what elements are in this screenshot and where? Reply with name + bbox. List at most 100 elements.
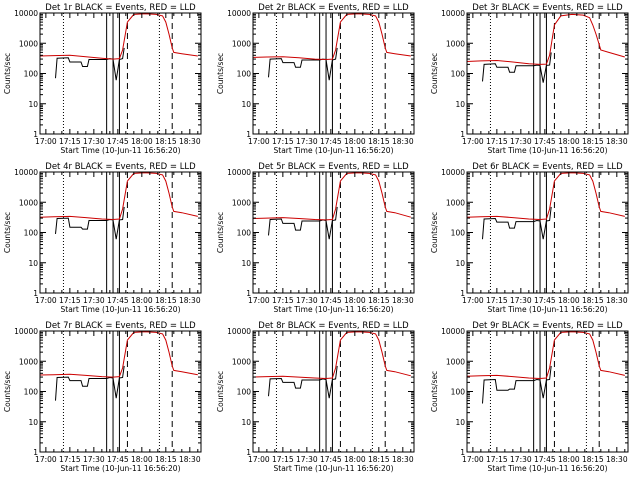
- x-tick-label: 18:00: [558, 296, 580, 305]
- x-axis-label: Start Time (10-Jun-11 16:56:20): [274, 305, 394, 314]
- detector-panel: Det 6r BLACK = Events, RED = LLD Counts/s…: [430, 162, 629, 314]
- x-tick-label: 18:15: [582, 137, 604, 146]
- y-tick-label: 10000: [441, 327, 465, 336]
- x-tick-label: 17:15: [59, 137, 81, 146]
- events-series-line: [482, 52, 552, 83]
- x-tick-label: 17:45: [107, 137, 129, 146]
- x-tick-label: 18:00: [344, 137, 366, 146]
- plot-frame: [252, 330, 415, 453]
- x-tick-label: 17:00: [462, 137, 484, 146]
- y-tick-label: 10000: [227, 168, 251, 177]
- y-axis-label: Counts/sec: [216, 212, 225, 253]
- y-tick-label: 10000: [14, 9, 38, 18]
- events-series-line: [55, 206, 125, 240]
- plot-frame: [252, 171, 415, 294]
- x-tick-label: 18:00: [558, 455, 580, 464]
- x-tick-label: 17:00: [35, 296, 57, 305]
- x-tick-label: 18:00: [344, 455, 366, 464]
- events-series-line: [55, 47, 125, 81]
- y-tick-label: 1000: [232, 198, 251, 207]
- detector-panel: Det 2r BLACK = Events, RED = LLD Counts/s…: [216, 3, 415, 155]
- x-tick-label: 17:00: [248, 296, 270, 305]
- x-tick-label: 18:15: [368, 137, 390, 146]
- y-tick-label: 10: [28, 100, 38, 109]
- panel-title: Det 5r BLACK = Events, RED = LLD: [258, 162, 409, 172]
- x-axis-label: Start Time (10-Jun-11 16:56:20): [61, 146, 181, 155]
- x-tick-label: 17:30: [296, 137, 318, 146]
- x-axis-label: Start Time (10-Jun-11 16:56:20): [61, 464, 181, 473]
- x-tick-label: 17:45: [320, 137, 342, 146]
- y-tick-label: 10: [241, 418, 251, 427]
- plot-frame: [39, 12, 202, 135]
- x-tick-label: 17:30: [510, 296, 532, 305]
- events-series-line: [268, 365, 338, 399]
- x-tick-label: 17:15: [272, 455, 294, 464]
- events-series-line: [482, 365, 552, 404]
- x-tick-label: 18:00: [344, 296, 366, 305]
- y-tick-label: 10: [455, 259, 465, 268]
- events-series-line: [268, 47, 338, 81]
- x-tick-label: 17:00: [462, 455, 484, 464]
- panel-title: Det 2r BLACK = Events, RED = LLD: [258, 3, 409, 13]
- y-axis-label: Counts/sec: [216, 53, 225, 94]
- x-tick-label: 17:15: [59, 455, 81, 464]
- y-tick-label: 1: [246, 289, 251, 298]
- x-tick-label: 17:15: [59, 296, 81, 305]
- y-tick-label: 100: [451, 70, 466, 79]
- y-tick-label: 1: [33, 448, 38, 457]
- x-tick-label: 18:15: [155, 455, 177, 464]
- detector-panel: Det 3r BLACK = Events, RED = LLD Counts/s…: [430, 3, 629, 155]
- y-tick-label: 10: [28, 418, 38, 427]
- x-tick-label: 17:45: [320, 455, 342, 464]
- plot-frame: [466, 330, 629, 453]
- x-tick-label: 18:00: [558, 137, 580, 146]
- y-tick-label: 1: [246, 448, 251, 457]
- x-tick-label: 18:30: [179, 296, 201, 305]
- detector-panel: Det 8r BLACK = Events, RED = LLD Counts/s…: [216, 321, 415, 473]
- y-tick-label: 1: [460, 289, 465, 298]
- y-tick-label: 1000: [232, 39, 251, 48]
- y-tick-label: 1: [33, 289, 38, 298]
- detector-panel: Det 7r BLACK = Events, RED = LLD Counts/s…: [3, 321, 202, 473]
- y-axis-label: Counts/sec: [3, 212, 12, 253]
- y-tick-label: 100: [451, 388, 466, 397]
- y-tick-label: 100: [24, 229, 39, 238]
- y-tick-label: 1000: [446, 198, 465, 207]
- x-axis-label: Start Time (10-Jun-11 16:56:20): [488, 146, 608, 155]
- y-tick-label: 10000: [441, 9, 465, 18]
- x-tick-label: 17:00: [248, 137, 270, 146]
- x-tick-label: 18:30: [606, 296, 628, 305]
- x-tick-label: 18:30: [606, 137, 628, 146]
- y-tick-label: 1: [460, 130, 465, 139]
- y-tick-label: 100: [451, 229, 466, 238]
- x-tick-label: 18:30: [606, 455, 628, 464]
- events-series-line: [55, 365, 125, 401]
- y-tick-label: 100: [24, 388, 39, 397]
- detector-panel: Det 4r BLACK = Events, RED = LLD Counts/s…: [3, 162, 202, 314]
- x-tick-label: 17:45: [534, 296, 556, 305]
- y-tick-label: 10000: [14, 168, 38, 177]
- x-tick-label: 17:30: [510, 455, 532, 464]
- panel-title: Det 4r BLACK = Events, RED = LLD: [45, 162, 196, 172]
- x-tick-label: 17:45: [107, 296, 129, 305]
- y-axis-label: Counts/sec: [430, 53, 439, 94]
- y-tick-label: 10: [241, 100, 251, 109]
- x-tick-label: 18:30: [392, 455, 414, 464]
- x-tick-label: 17:15: [486, 296, 508, 305]
- y-tick-label: 100: [24, 70, 39, 79]
- y-tick-label: 1000: [19, 198, 38, 207]
- detector-panel: Det 5r BLACK = Events, RED = LLD Counts/s…: [216, 162, 415, 314]
- x-axis-label: Start Time (10-Jun-11 16:56:20): [61, 305, 181, 314]
- y-tick-label: 1: [246, 130, 251, 139]
- x-tick-label: 18:30: [392, 296, 414, 305]
- x-tick-label: 18:30: [392, 137, 414, 146]
- x-tick-label: 17:00: [248, 455, 270, 464]
- x-tick-label: 17:15: [272, 137, 294, 146]
- lld-series-line: [466, 13, 625, 65]
- detector-panel: Det 9r BLACK = Events, RED = LLD Counts/s…: [430, 321, 629, 473]
- detector-panel: Det 1r BLACK = Events, RED = LLD Counts/s…: [3, 3, 202, 155]
- x-tick-label: 17:45: [107, 455, 129, 464]
- x-tick-label: 18:15: [368, 296, 390, 305]
- panel-title: Det 9r BLACK = Events, RED = LLD: [472, 321, 623, 331]
